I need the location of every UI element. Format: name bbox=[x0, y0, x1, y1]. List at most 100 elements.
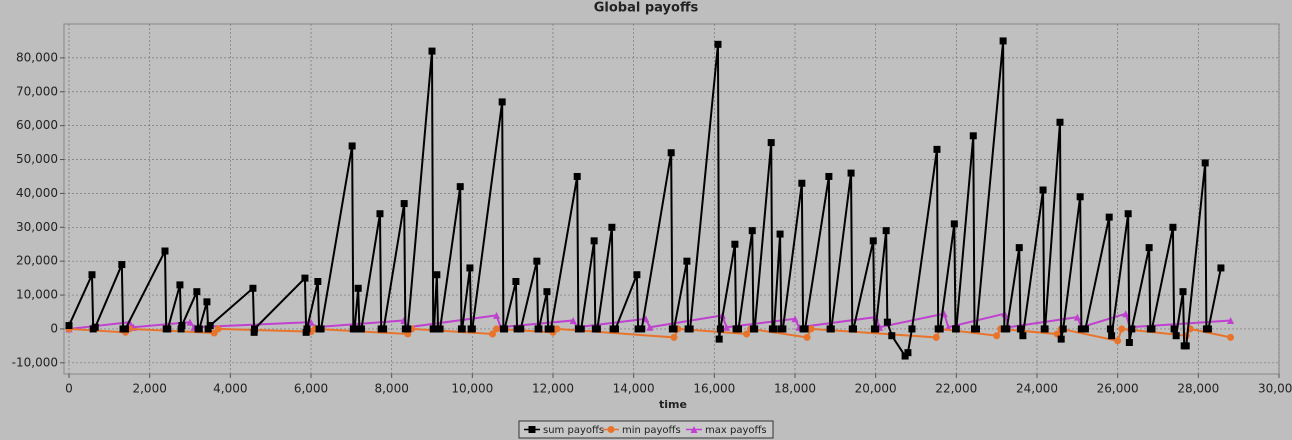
marker bbox=[1073, 313, 1081, 321]
marker bbox=[513, 325, 521, 333]
marker bbox=[376, 210, 384, 218]
marker bbox=[633, 271, 641, 279]
x-tick-label: 20,000 bbox=[855, 382, 897, 396]
marker bbox=[573, 172, 581, 180]
marker bbox=[847, 169, 855, 177]
line bbox=[68, 327, 1231, 342]
x-tick-label: 30,000 bbox=[1258, 382, 1292, 396]
marker bbox=[176, 281, 184, 289]
marker bbox=[1016, 325, 1024, 333]
marker bbox=[770, 325, 778, 333]
x-tick-label: 2,000 bbox=[132, 382, 166, 396]
marker bbox=[593, 325, 601, 333]
marker bbox=[354, 284, 362, 292]
marker bbox=[933, 145, 941, 153]
x-tick-label: 8,000 bbox=[374, 382, 408, 396]
marker bbox=[404, 325, 412, 333]
marker bbox=[869, 237, 877, 245]
marker bbox=[433, 271, 441, 279]
legend-box bbox=[518, 420, 774, 439]
marker bbox=[825, 172, 833, 180]
marker bbox=[683, 257, 691, 265]
marker bbox=[1204, 325, 1212, 333]
x-tick-label: 4,000 bbox=[213, 382, 247, 396]
marker bbox=[1039, 186, 1047, 194]
marker bbox=[1076, 193, 1084, 201]
x-axis-label: time bbox=[659, 398, 687, 411]
legend-marker bbox=[607, 426, 615, 433]
marker bbox=[950, 220, 958, 228]
marker bbox=[722, 323, 730, 331]
marker bbox=[380, 325, 388, 333]
marker bbox=[533, 257, 541, 265]
marker bbox=[357, 325, 365, 333]
marker bbox=[801, 325, 809, 333]
marker bbox=[807, 325, 815, 333]
marker bbox=[1172, 332, 1180, 340]
marker bbox=[1128, 325, 1136, 333]
marker bbox=[748, 227, 756, 235]
marker bbox=[466, 264, 474, 272]
y-tick-label: 30,000 bbox=[16, 220, 58, 234]
marker bbox=[670, 333, 678, 341]
marker bbox=[498, 98, 506, 106]
marker bbox=[1106, 325, 1114, 333]
x-tick-label: 28,000 bbox=[1177, 382, 1219, 396]
marker bbox=[206, 322, 214, 330]
marker bbox=[634, 325, 642, 333]
marker bbox=[767, 139, 775, 147]
legend-label: max payoffs bbox=[705, 425, 767, 436]
marker bbox=[638, 325, 646, 333]
marker bbox=[776, 230, 784, 238]
marker bbox=[1118, 325, 1126, 333]
marker bbox=[178, 322, 186, 330]
marker bbox=[715, 335, 723, 343]
marker bbox=[1114, 337, 1122, 345]
marker bbox=[743, 330, 751, 338]
marker bbox=[195, 325, 203, 333]
marker bbox=[547, 325, 555, 333]
marker bbox=[303, 325, 311, 333]
y-tick-label: 20,000 bbox=[16, 254, 58, 268]
y-tick-label: -10,000 bbox=[12, 355, 58, 369]
marker bbox=[164, 325, 172, 333]
marker bbox=[849, 325, 857, 333]
marker bbox=[1003, 325, 1011, 333]
y-tick-label: 40,000 bbox=[16, 186, 58, 200]
marker bbox=[608, 223, 616, 231]
marker bbox=[1170, 325, 1178, 333]
marker bbox=[535, 325, 543, 333]
marker bbox=[1108, 332, 1116, 340]
y-tick-label: 0 bbox=[50, 321, 58, 335]
marker bbox=[1105, 213, 1113, 221]
marker bbox=[904, 349, 912, 357]
marker bbox=[512, 278, 520, 286]
marker bbox=[973, 325, 981, 333]
marker bbox=[1057, 335, 1065, 343]
marker bbox=[430, 325, 438, 333]
marker bbox=[456, 183, 464, 191]
marker bbox=[517, 325, 525, 333]
marker bbox=[932, 333, 940, 341]
marker bbox=[1077, 325, 1085, 333]
marker bbox=[1056, 118, 1064, 126]
marker bbox=[428, 47, 436, 55]
x-tick-label: 24,000 bbox=[1016, 382, 1058, 396]
marker bbox=[1227, 333, 1235, 341]
marker bbox=[735, 325, 743, 333]
marker bbox=[1041, 325, 1049, 333]
marker bbox=[999, 37, 1007, 45]
marker bbox=[351, 325, 359, 333]
marker bbox=[803, 333, 811, 341]
marker bbox=[1217, 264, 1225, 272]
marker bbox=[952, 325, 960, 333]
marker bbox=[882, 227, 890, 235]
legend-label: sum payoffs bbox=[543, 425, 604, 436]
marker bbox=[872, 325, 880, 333]
marker bbox=[118, 261, 126, 269]
series-group bbox=[65, 37, 1235, 360]
y-tick-label: 80,000 bbox=[16, 50, 58, 64]
marker bbox=[1145, 244, 1153, 252]
marker bbox=[779, 325, 787, 333]
